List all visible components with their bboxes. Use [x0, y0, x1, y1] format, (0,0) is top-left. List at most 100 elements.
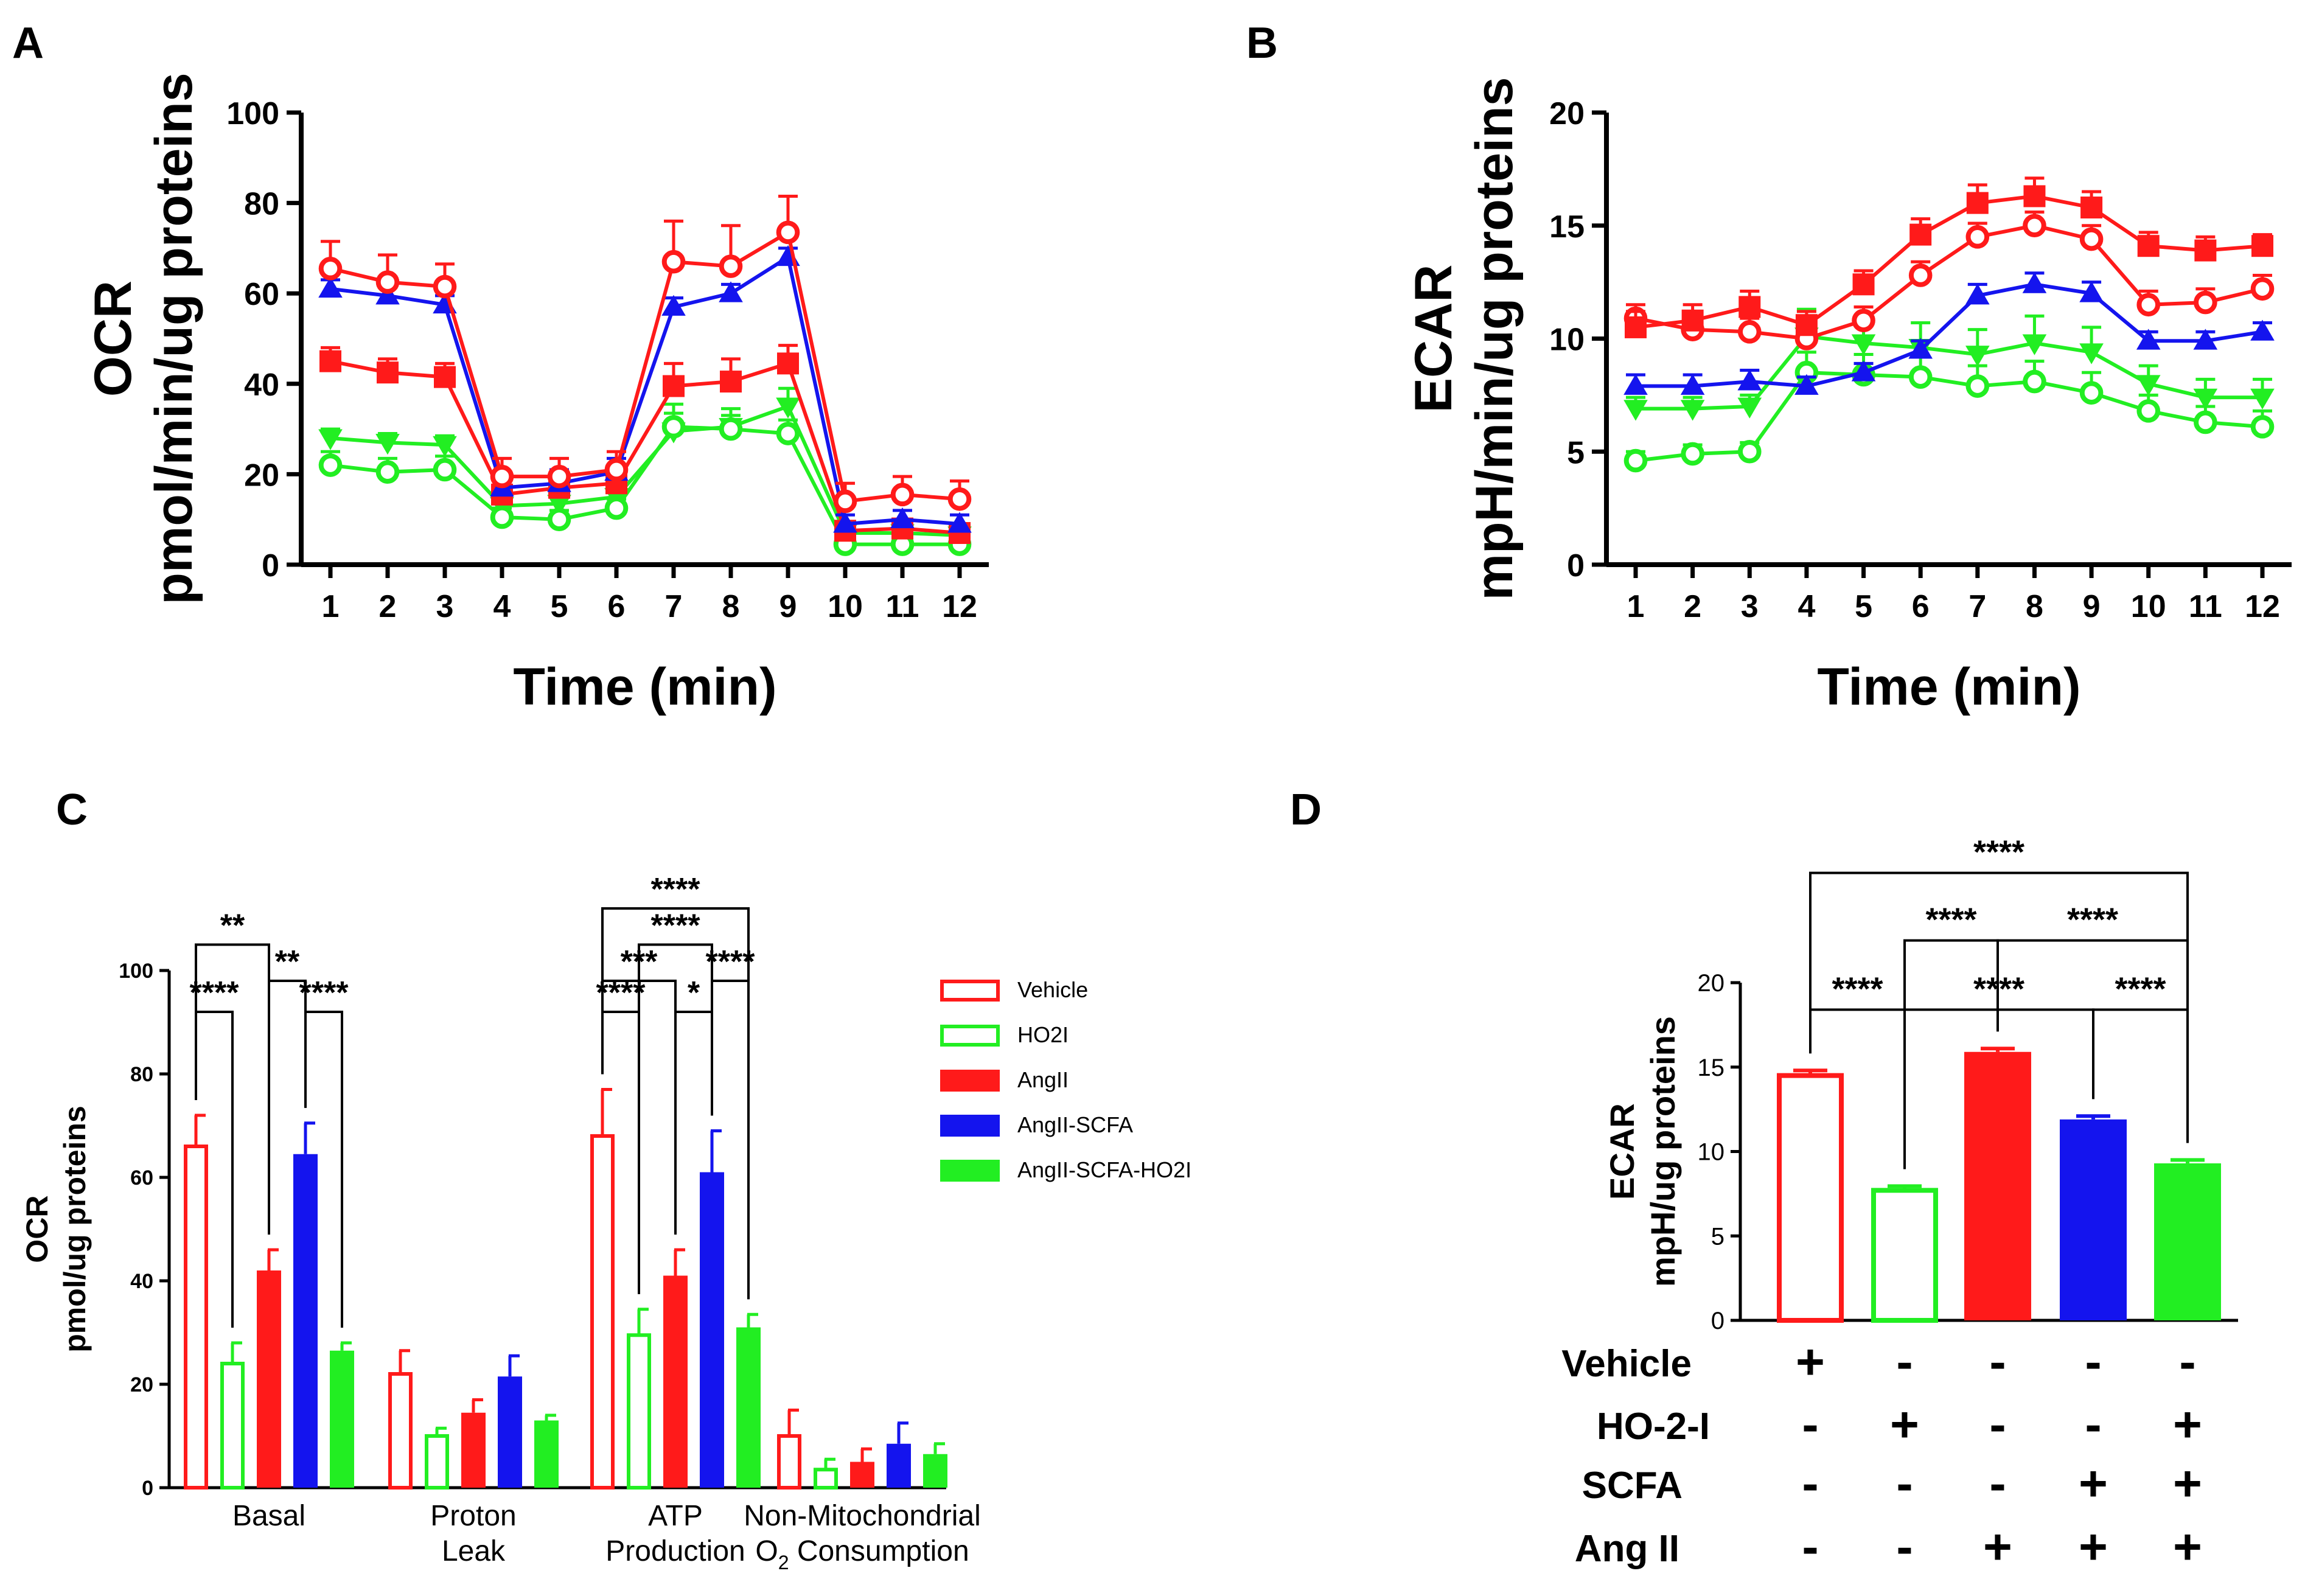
bar	[2154, 1163, 2221, 1320]
panel-letter-b: B	[1246, 19, 1278, 68]
x-tick-label: 5	[551, 589, 568, 624]
data-point	[1680, 400, 1705, 421]
x-tick-label: 11	[886, 589, 919, 624]
series-line	[1636, 334, 2262, 411]
data-point	[1737, 320, 1762, 344]
minus-sign: -	[1989, 1456, 2006, 1511]
data-point	[719, 417, 743, 441]
bar	[663, 1275, 688, 1488]
y-tick-label: 80	[244, 187, 279, 222]
data-point	[377, 361, 399, 384]
data-point	[1681, 309, 1704, 332]
data-point	[1908, 365, 1933, 389]
data-point	[890, 507, 915, 529]
x-tick-label: 2	[379, 589, 397, 624]
bar-series-angii-scfa	[293, 1121, 911, 1488]
data-point	[663, 375, 685, 397]
legend-label: AngII-SCFA-HO2I	[1017, 1157, 1191, 1182]
y-tick-label: 20	[1549, 96, 1585, 131]
bar	[257, 1270, 281, 1488]
data-point	[776, 220, 800, 245]
data-point	[1737, 439, 1762, 464]
minus-sign: -	[2179, 1334, 2195, 1390]
series-angii-scfa	[318, 245, 972, 533]
data-point	[1737, 369, 1762, 391]
bar	[184, 1145, 208, 1490]
bar-series-vehicle	[184, 1088, 801, 1490]
bar-series-ho2i	[220, 1308, 838, 1490]
data-point	[318, 257, 343, 281]
data-point	[776, 422, 800, 445]
y-tick-label: 20	[244, 458, 279, 493]
data-point	[1966, 192, 1989, 214]
legend-label: AngII-SCFA	[1017, 1112, 1133, 1137]
x-tick-label: 3	[1741, 589, 1759, 624]
y-axis-title: OCR	[20, 1195, 54, 1263]
x-axis-title: Time (min)	[513, 658, 776, 716]
y-tick-label: 10	[1549, 322, 1585, 358]
data-point	[2023, 214, 2046, 238]
plus-sign: +	[1890, 1397, 1919, 1452]
x-tick-label: 8	[2026, 589, 2043, 624]
bar	[627, 1333, 651, 1490]
data-point	[2136, 293, 2161, 317]
y-axis-subtitle: mpH/min/ug proteins	[1465, 77, 1524, 601]
y-tick-label: 100	[226, 96, 279, 131]
data-point	[1965, 284, 1990, 305]
data-point	[1794, 374, 1819, 395]
y-tick-label: 20	[1698, 970, 1725, 997]
significance-bracket	[195, 943, 270, 1235]
bar	[850, 1462, 874, 1488]
data-point	[490, 505, 514, 529]
data-point	[375, 284, 400, 305]
bar	[1777, 1073, 1844, 1323]
legend-label: Vehicle	[1017, 977, 1088, 1002]
series-line	[330, 229, 960, 504]
category-label: Basal	[232, 1500, 305, 1532]
treatment-label: SCFA	[1582, 1465, 1683, 1507]
y-tick-label: 5	[1711, 1223, 1724, 1250]
data-point	[1965, 346, 1990, 367]
series-vehicle	[1623, 210, 2275, 350]
y-axis-title: ECAR	[1603, 1103, 1641, 1200]
data-point	[604, 458, 629, 482]
x-tick-label: 9	[779, 589, 797, 624]
data-point	[375, 460, 400, 484]
data-point	[1852, 308, 1875, 333]
data-point	[2023, 185, 2046, 207]
legend-label: AngII	[1017, 1067, 1069, 1092]
x-tick-label: 8	[722, 589, 740, 624]
bar	[461, 1412, 486, 1488]
y-tick-label: 5	[1567, 435, 1585, 470]
category-label: Production	[605, 1535, 745, 1567]
data-point	[1852, 273, 1875, 296]
y-tick-label: 0	[142, 1477, 153, 1500]
bar	[534, 1420, 559, 1488]
significance-label: ****	[190, 975, 240, 1011]
data-point	[2251, 235, 2273, 257]
x-tick-label: 2	[1684, 589, 1701, 624]
significance-label: ****	[299, 975, 349, 1011]
data-point	[434, 366, 456, 388]
category-label: Leak	[442, 1535, 506, 1567]
x-tick-label: 6	[1912, 589, 1930, 624]
bar	[498, 1376, 522, 1488]
data-point	[2136, 399, 2161, 423]
data-point	[947, 512, 972, 533]
minus-sign: -	[1802, 1456, 1818, 1511]
data-point	[2136, 329, 2161, 350]
category-label: Proton	[430, 1500, 516, 1532]
significance-bracket	[601, 907, 750, 1300]
minus-sign: -	[1989, 1397, 2006, 1452]
x-tick-label: 12	[2245, 589, 2280, 624]
bar	[700, 1172, 724, 1488]
minus-sign: -	[1802, 1397, 1818, 1452]
series-ho2i	[1623, 350, 2275, 473]
y-axis-subtitle: mpH/ug proteins	[1644, 1016, 1682, 1287]
y-tick-label: 0	[1711, 1308, 1724, 1334]
bar	[923, 1454, 947, 1488]
data-point	[2137, 235, 2160, 257]
x-tick-label: 3	[436, 589, 454, 624]
